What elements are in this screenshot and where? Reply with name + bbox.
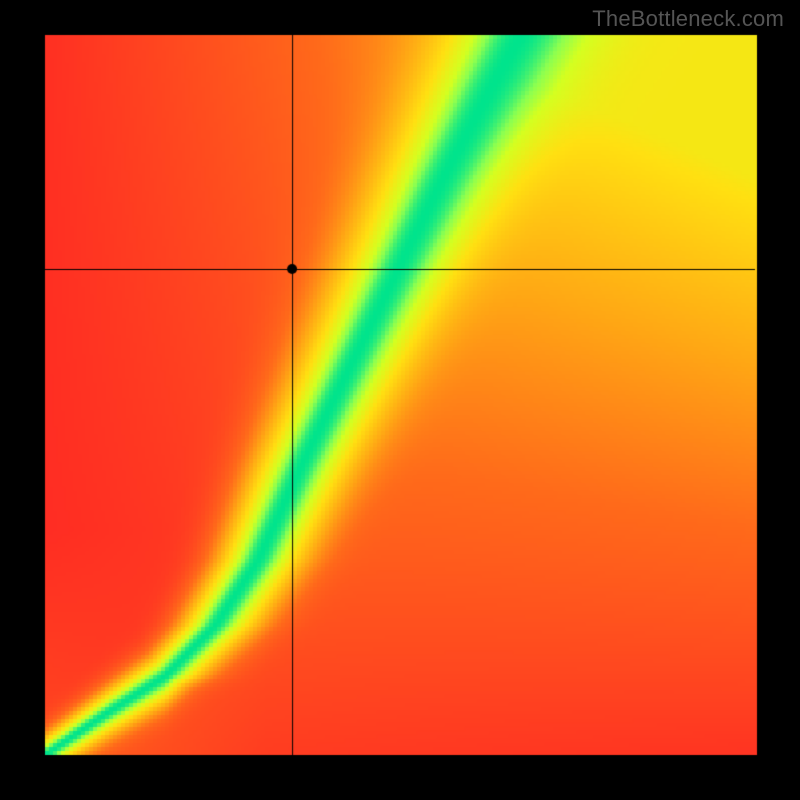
heatmap-canvas xyxy=(0,0,800,800)
chart-container: TheBottleneck.com xyxy=(0,0,800,800)
watermark-text: TheBottleneck.com xyxy=(592,6,784,32)
